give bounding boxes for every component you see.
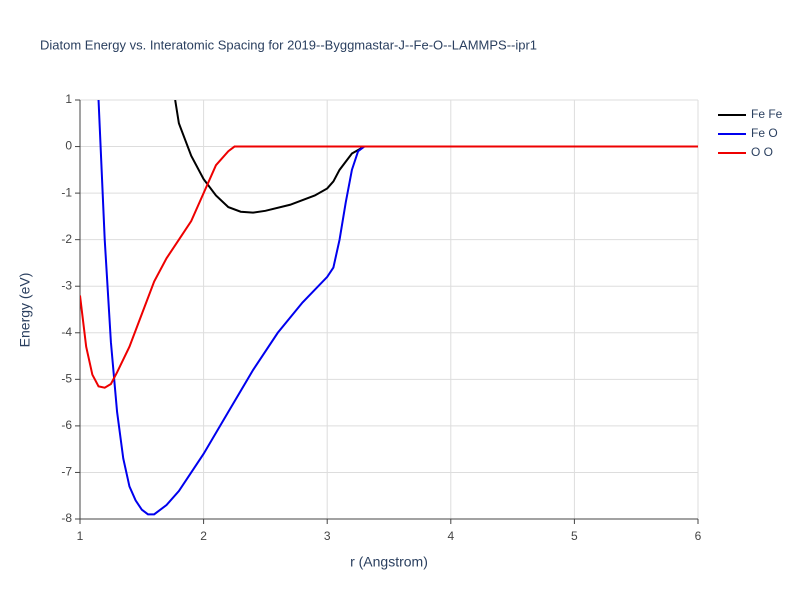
series-line <box>174 100 698 214</box>
plot-area <box>80 100 698 516</box>
x-tick-label: 5 <box>571 529 578 543</box>
y-tick-label: -2 <box>61 232 72 246</box>
x-tick-label: 3 <box>324 529 331 543</box>
y-tick-label: -8 <box>61 511 72 525</box>
legend-label: Fe Fe <box>751 107 783 121</box>
x-tick-label: 4 <box>447 529 454 543</box>
legend: Fe Fe Fe O O O <box>718 107 783 159</box>
x-axis-title: r (Angstrom) <box>350 554 428 570</box>
y-tick-label: -5 <box>61 372 72 386</box>
y-tick-label: -7 <box>61 465 72 479</box>
y-tick-label: 1 <box>65 92 72 106</box>
series-line <box>97 100 698 516</box>
x-tick-label: 6 <box>695 529 702 543</box>
legend-label: Fe O <box>751 126 778 140</box>
y-tick-label: -1 <box>61 185 72 199</box>
y-axis-title: Energy (eV) <box>17 273 33 348</box>
y-tick-label: -3 <box>61 278 72 292</box>
y-tick-label: 0 <box>65 139 72 153</box>
series-line <box>80 145 698 389</box>
legend-label: O O <box>751 145 773 159</box>
grid: 1 2 3 4 5 6 -8 -7 -6 -5 -4 -3 -2 -1 0 1 <box>61 92 701 543</box>
x-tick-label: 1 <box>77 529 84 543</box>
y-tick-label: -4 <box>61 325 72 339</box>
chart-title: Diatom Energy vs. Interatomic Spacing fo… <box>40 37 537 52</box>
x-tick-label: 2 <box>200 529 207 543</box>
y-tick-label: -6 <box>61 418 72 432</box>
